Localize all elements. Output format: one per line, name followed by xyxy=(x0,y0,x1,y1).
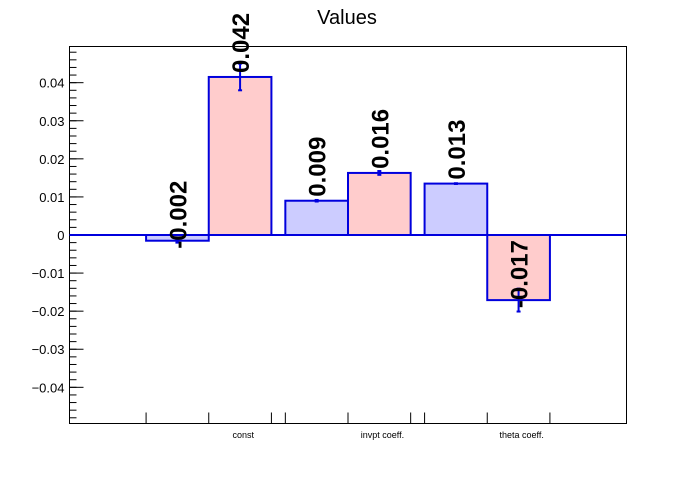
bar-value-label: 0.042 xyxy=(228,13,255,73)
bar-value-label: 0.016 xyxy=(367,109,394,169)
data-labels: -0.002 0.009 0.013 0.042 0.016 -0.017 xyxy=(165,13,533,308)
y-tick-label: −0.01 xyxy=(32,266,65,281)
bars xyxy=(69,62,627,313)
y-tick-label: −0.03 xyxy=(32,342,65,357)
x-axis: const invpt coeff. theta coeff. xyxy=(145,412,551,440)
bar-value-label: -0.002 xyxy=(165,181,192,249)
y-tick-label: 0.02 xyxy=(39,152,64,167)
bar-value-label: 0.009 xyxy=(305,137,332,197)
x-tick-label: const xyxy=(232,430,254,440)
y-tick-label: 0.04 xyxy=(39,76,64,91)
x-tick-label: theta coeff. xyxy=(500,430,544,440)
chart-title: Values xyxy=(317,7,377,29)
y-tick-label: 0.01 xyxy=(39,190,64,205)
y-tick-label: 0.03 xyxy=(39,114,64,129)
bar xyxy=(207,75,273,236)
y-tick-label: −0.02 xyxy=(32,304,65,319)
y-tick-label: −0.04 xyxy=(32,380,65,395)
bar xyxy=(423,182,489,237)
bar xyxy=(284,199,349,237)
bar xyxy=(347,171,412,236)
bar-value-label: -0.017 xyxy=(507,240,534,308)
y-tick-label: 0 xyxy=(57,228,64,243)
y-axis: −0.04 −0.03 −0.02 −0.01 0 0.01 0.02 0.03 0.04 xyxy=(32,51,84,419)
x-tick-label: invpt coeff. xyxy=(361,430,404,440)
bar-value-label: 0.013 xyxy=(444,120,471,180)
